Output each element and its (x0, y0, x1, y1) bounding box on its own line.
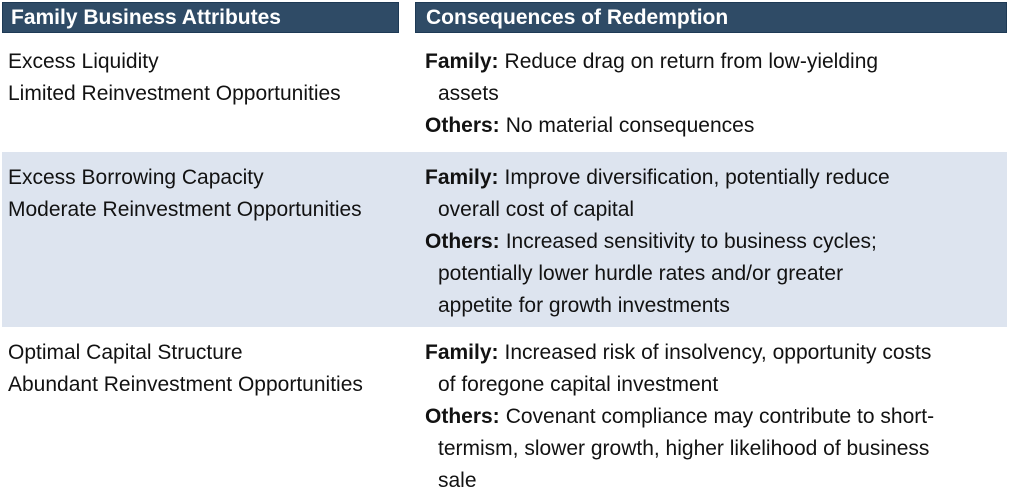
consequences-cell: Family: Increased risk of insolvency, opp… (425, 337, 1007, 497)
family-text: Reduce drag on return from low-yielding … (438, 50, 879, 105)
family-consequence: Family: Reduce drag on return from low-yi… (425, 46, 1003, 110)
others-consequence: Others: No material consequences (425, 110, 1003, 142)
consequences-cell: Family: Improve diversification, potentia… (425, 162, 1007, 322)
attributes-cell: Optimal Capital Structure Abundant Reinv… (2, 337, 425, 497)
table-header-row: Family Business Attributes Consequences … (0, 2, 1009, 33)
header-attributes-label: Family Business Attributes (11, 5, 281, 29)
family-label: Family: (425, 341, 499, 364)
attributes-text: Excess Borrowing Capacity Moderate Reinv… (8, 166, 362, 221)
family-consequence: Family: Increased risk of insolvency, opp… (425, 337, 1003, 401)
family-label: Family: (425, 50, 499, 73)
others-text: Covenant compliance may contribute to sh… (438, 405, 935, 492)
family-label: Family: (425, 166, 499, 189)
header-consequences-label: Consequences of Redemption (426, 5, 729, 29)
attributes-text: Optimal Capital Structure Abundant Reinv… (8, 341, 363, 396)
others-label: Others: (425, 405, 500, 428)
consequences-cell: Family: Reduce drag on return from low-yi… (425, 46, 1007, 142)
family-consequence: Family: Improve diversification, potentia… (425, 162, 1003, 226)
header-family-business-attributes: Family Business Attributes (2, 2, 399, 33)
others-text: No material consequences (505, 114, 755, 137)
attributes-cell: Excess Liquidity Limited Reinvestment Op… (2, 46, 425, 142)
header-column-gap (399, 2, 415, 33)
family-text: Increased risk of insolvency, opportunit… (438, 341, 932, 396)
table-row-excess-borrowing-capacity: Excess Borrowing Capacity Moderate Reinv… (2, 152, 1007, 327)
others-text: Increased sensitivity to business cycles… (438, 230, 877, 317)
attributes-text: Excess Liquidity Limited Reinvestment Op… (8, 50, 341, 105)
family-text: Improve diversification, potentially red… (438, 166, 890, 221)
table-row-excess-liquidity: Excess Liquidity Limited Reinvestment Op… (2, 33, 1007, 152)
header-consequences-of-redemption: Consequences of Redemption (415, 2, 1007, 33)
attributes-cell: Excess Borrowing Capacity Moderate Reinv… (2, 162, 425, 322)
others-label: Others: (425, 114, 500, 137)
table-row-optimal-capital-structure: Optimal Capital Structure Abundant Reinv… (2, 327, 1007, 497)
others-consequence: Others: Increased sensitivity to business… (425, 226, 1003, 322)
others-label: Others: (425, 230, 500, 253)
others-consequence: Others: Covenant compliance may contribut… (425, 401, 1003, 497)
